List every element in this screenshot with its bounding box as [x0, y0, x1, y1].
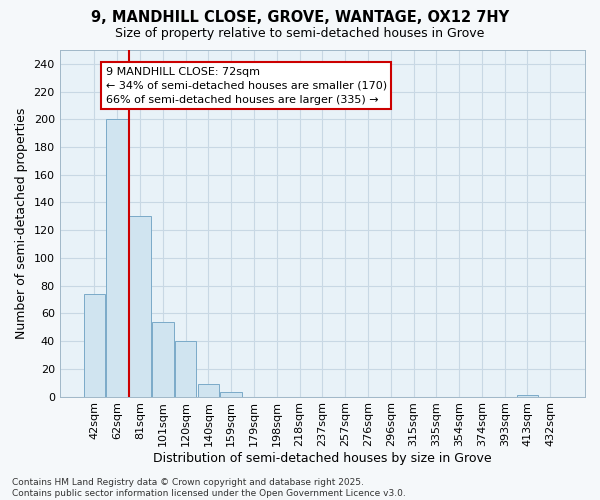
Bar — [106, 120, 128, 396]
Bar — [175, 341, 196, 396]
Text: 9, MANDHILL CLOSE, GROVE, WANTAGE, OX12 7HY: 9, MANDHILL CLOSE, GROVE, WANTAGE, OX12 … — [91, 10, 509, 25]
Text: Contains HM Land Registry data © Crown copyright and database right 2025.
Contai: Contains HM Land Registry data © Crown c… — [12, 478, 406, 498]
Text: Size of property relative to semi-detached houses in Grove: Size of property relative to semi-detach… — [115, 28, 485, 40]
Bar — [220, 392, 242, 396]
Y-axis label: Number of semi-detached properties: Number of semi-detached properties — [15, 108, 28, 339]
Bar — [129, 216, 151, 396]
Bar — [152, 322, 173, 396]
Bar — [83, 294, 105, 396]
X-axis label: Distribution of semi-detached houses by size in Grove: Distribution of semi-detached houses by … — [153, 452, 491, 465]
Text: 9 MANDHILL CLOSE: 72sqm
← 34% of semi-detached houses are smaller (170)
66% of s: 9 MANDHILL CLOSE: 72sqm ← 34% of semi-de… — [106, 66, 387, 104]
Bar — [517, 395, 538, 396]
Bar — [197, 384, 219, 396]
